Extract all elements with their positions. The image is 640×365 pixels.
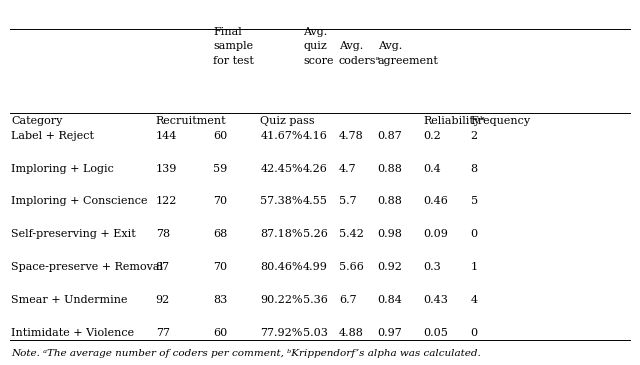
Text: 144: 144 (156, 131, 177, 141)
Text: Recruitment: Recruitment (156, 116, 227, 126)
Text: agreement: agreement (378, 55, 438, 65)
Text: 0.87: 0.87 (378, 131, 403, 141)
Text: 5.42: 5.42 (339, 229, 364, 239)
Text: 68: 68 (213, 229, 228, 239)
Text: 42.45%: 42.45% (260, 164, 303, 173)
Text: Smear + Undermine: Smear + Undermine (12, 295, 128, 305)
Text: 0: 0 (470, 328, 477, 338)
Text: 77.92%: 77.92% (260, 328, 303, 338)
Text: 4.26: 4.26 (303, 164, 328, 173)
Text: Quiz pass: Quiz pass (260, 116, 315, 126)
Text: 0: 0 (470, 229, 477, 239)
Text: 70: 70 (213, 196, 227, 207)
Text: 80.46%: 80.46% (260, 262, 303, 272)
Text: 5.36: 5.36 (303, 295, 328, 305)
Text: Frequency: Frequency (470, 116, 531, 126)
Text: 139: 139 (156, 164, 177, 173)
Text: 0.2: 0.2 (424, 131, 441, 141)
Text: Imploring + Conscience: Imploring + Conscience (12, 196, 148, 207)
Text: Intimidate + Violence: Intimidate + Violence (12, 328, 134, 338)
Text: 0.92: 0.92 (378, 262, 403, 272)
Text: Space-preserve + Removal: Space-preserve + Removal (12, 262, 163, 272)
Text: 122: 122 (156, 196, 177, 207)
Text: 4.88: 4.88 (339, 328, 364, 338)
Text: 41.67%: 41.67% (260, 131, 303, 141)
Text: 5: 5 (470, 196, 477, 207)
Text: 78: 78 (156, 229, 170, 239)
Text: 0.84: 0.84 (378, 295, 403, 305)
Text: 87: 87 (156, 262, 170, 272)
Text: 0.3: 0.3 (424, 262, 441, 272)
Text: 5.66: 5.66 (339, 262, 364, 272)
Text: 0.43: 0.43 (424, 295, 449, 305)
Text: 60: 60 (213, 328, 228, 338)
Text: 2: 2 (470, 131, 477, 141)
Text: 70: 70 (213, 262, 227, 272)
Text: 90.22%: 90.22% (260, 295, 303, 305)
Text: Note. ᵃThe average number of coders per comment, ᵇKrippendorf’s alpha was calcul: Note. ᵃThe average number of coders per … (12, 349, 481, 358)
Text: codersᵃ: codersᵃ (339, 55, 381, 65)
Text: 5.03: 5.03 (303, 328, 328, 338)
Text: 83: 83 (213, 295, 228, 305)
Text: Category: Category (12, 116, 63, 126)
Text: Label + Reject: Label + Reject (12, 131, 95, 141)
Text: sample: sample (213, 41, 253, 51)
Text: Reliabilityᵇ: Reliabilityᵇ (424, 116, 485, 126)
Text: 4.7: 4.7 (339, 164, 356, 173)
Text: 1: 1 (470, 262, 477, 272)
Text: 0.88: 0.88 (378, 164, 403, 173)
Text: Avg.: Avg. (339, 41, 363, 51)
Text: 87.18%: 87.18% (260, 229, 303, 239)
Text: quiz: quiz (303, 41, 327, 51)
Text: score: score (303, 55, 333, 65)
Text: 0.88: 0.88 (378, 196, 403, 207)
Text: Imploring + Logic: Imploring + Logic (12, 164, 115, 173)
Text: 0.4: 0.4 (424, 164, 441, 173)
Text: Self-preserving + Exit: Self-preserving + Exit (12, 229, 136, 239)
Text: 6.7: 6.7 (339, 295, 356, 305)
Text: 57.38%: 57.38% (260, 196, 303, 207)
Text: Avg.: Avg. (378, 41, 402, 51)
Text: 0.09: 0.09 (424, 229, 449, 239)
Text: 0.98: 0.98 (378, 229, 403, 239)
Text: 8: 8 (470, 164, 477, 173)
Text: Avg.: Avg. (303, 27, 327, 37)
Text: 5.7: 5.7 (339, 196, 356, 207)
Text: 0.05: 0.05 (424, 328, 449, 338)
Text: 0.97: 0.97 (378, 328, 403, 338)
Text: 4.16: 4.16 (303, 131, 328, 141)
Text: 4: 4 (470, 295, 477, 305)
Text: Final: Final (213, 27, 242, 37)
Text: 4.55: 4.55 (303, 196, 328, 207)
Text: 0.46: 0.46 (424, 196, 449, 207)
Text: 59: 59 (213, 164, 228, 173)
Text: 5.26: 5.26 (303, 229, 328, 239)
Text: 4.78: 4.78 (339, 131, 364, 141)
Text: 4.99: 4.99 (303, 262, 328, 272)
Text: 77: 77 (156, 328, 170, 338)
Text: for test: for test (213, 55, 254, 65)
Text: 92: 92 (156, 295, 170, 305)
Text: 60: 60 (213, 131, 228, 141)
